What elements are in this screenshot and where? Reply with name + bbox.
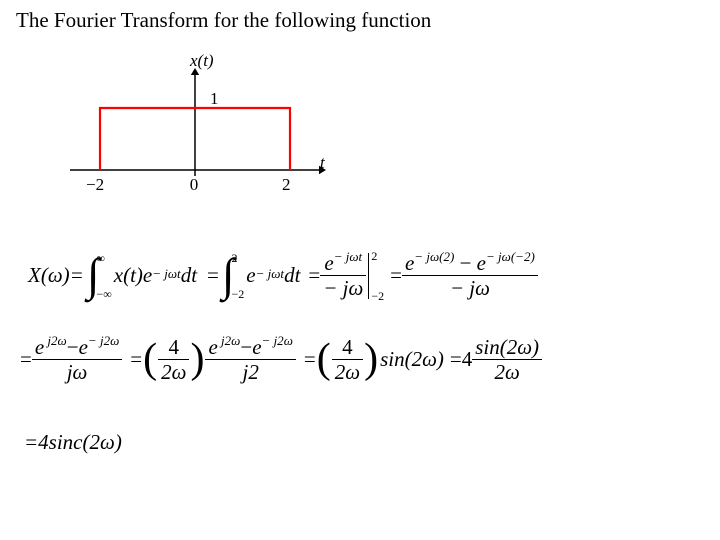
page: The Fourier Transform for the following …: [0, 0, 720, 540]
integral-2: ∫ 2 −2: [222, 258, 244, 293]
eq2-frac1: e j2ω−e− j2ω jω: [32, 336, 122, 383]
svg-text:1: 1: [210, 89, 219, 108]
page-title: The Fourier Transform for the following …: [16, 8, 431, 33]
eq1-frac4: e− jω(2) − e− jω(−2) − jω: [402, 252, 538, 299]
function-plot: x(t) 1 0 −2 2 t: [60, 50, 350, 210]
eq2-pf2: 4 2ω: [158, 336, 189, 383]
svg-text:0: 0: [190, 175, 199, 194]
svg-text:t: t: [320, 153, 326, 172]
equation-line-1: X(ω)= ∫ ∞ −∞ x(t)e− jωtdt = ∫ 2 −2 e− jω…: [28, 252, 538, 299]
eq2-pf3: 4 2ω: [332, 336, 363, 383]
integral-1: ∫ ∞ −∞: [87, 258, 112, 293]
equation-line-3: =4sinc(2ω): [24, 430, 122, 455]
eq1-frac3: e− jωt − jω: [320, 252, 366, 299]
eval-bar: 2 −2: [366, 253, 384, 299]
eq1-lhs: X(ω)=: [28, 263, 84, 288]
svg-text:2: 2: [282, 175, 291, 194]
svg-text:−2: −2: [86, 175, 104, 194]
eq2-frac4: sin(2ω) 2ω: [472, 336, 542, 383]
eq2-tail2: e j2ω−e− j2ω j2: [205, 336, 295, 383]
equation-line-2: = e j2ω−e− j2ω jω = ( 4 2ω ) e j2ω−e− j2…: [20, 336, 542, 383]
svg-text:x(t): x(t): [189, 51, 214, 70]
